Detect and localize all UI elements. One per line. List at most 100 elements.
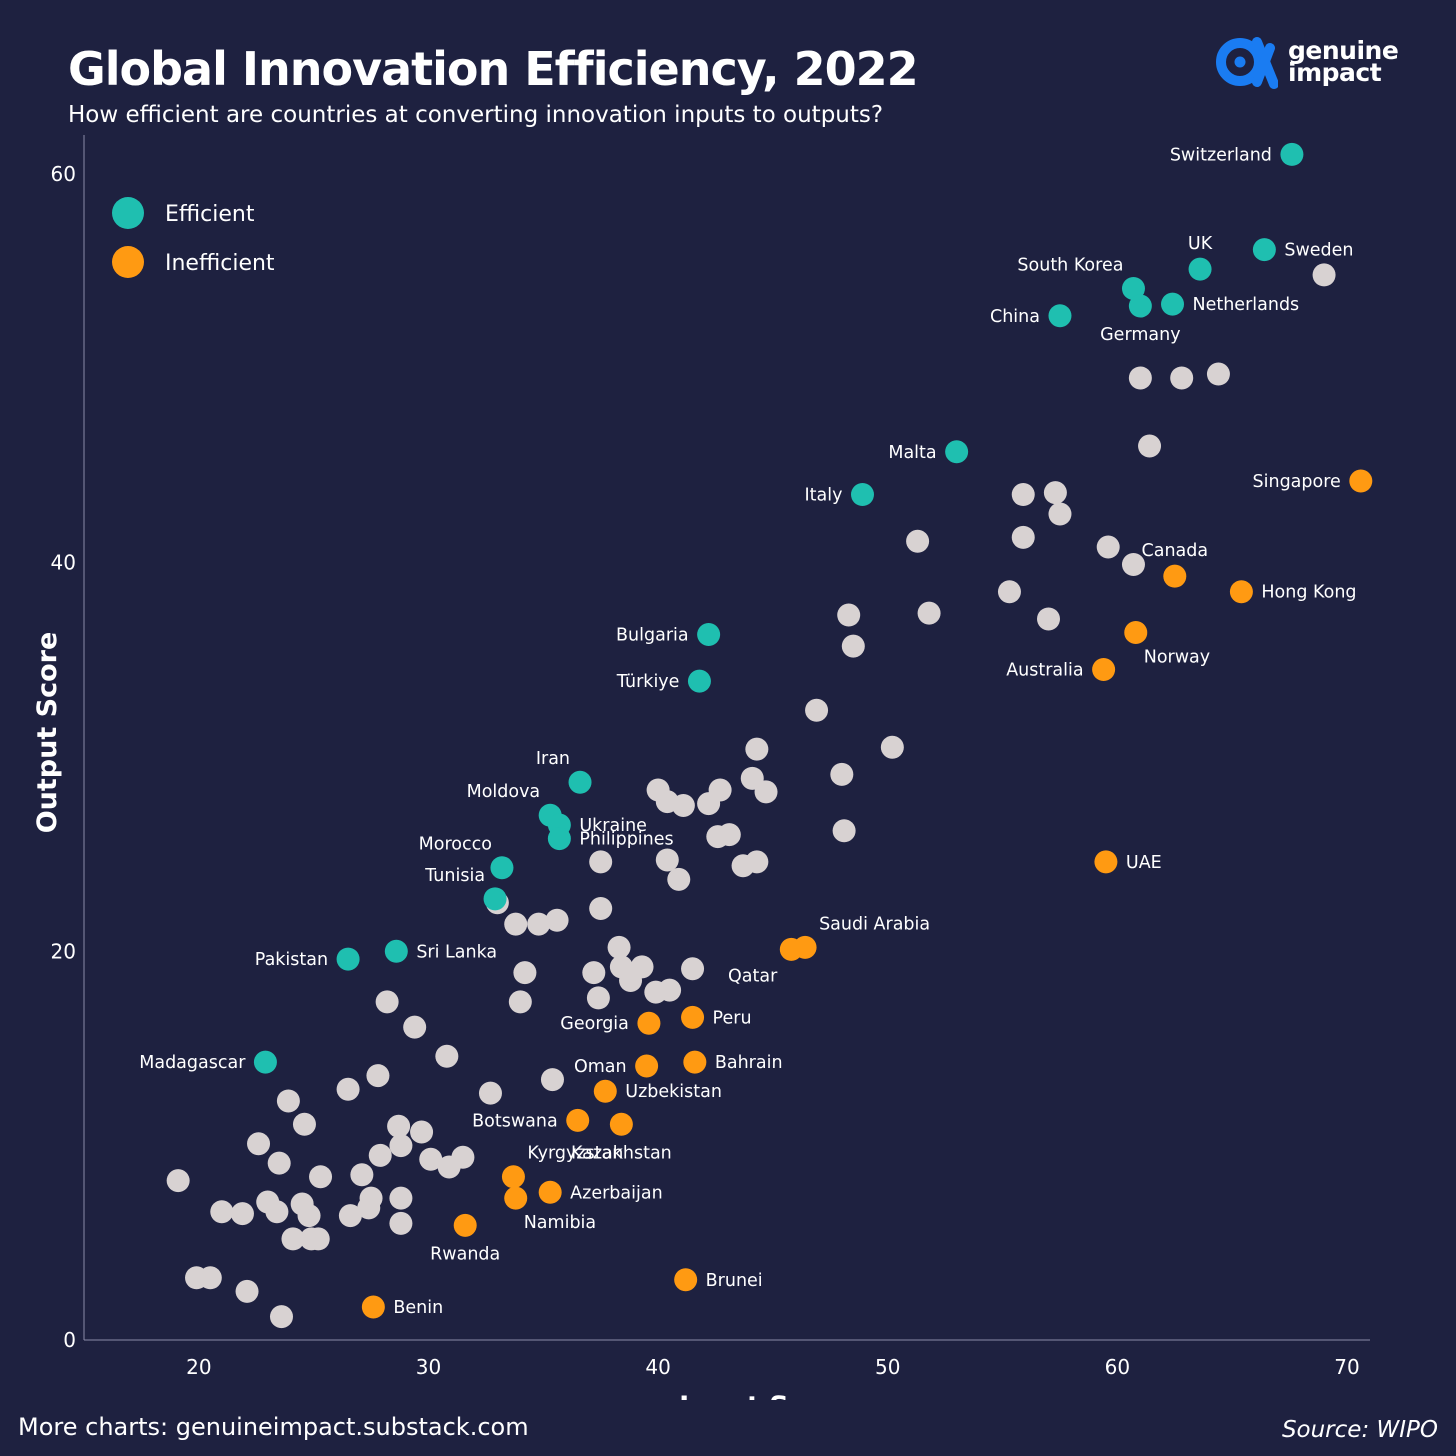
point-label-t-rkiye: Türkiye [616,672,680,692]
chart-axes: 20 30 40 50 60 70 0 20 40 60 Input Score Output Sco… [32,135,1370,1400]
data-point [297,1204,321,1228]
data-point [745,850,769,874]
data-point [410,1120,434,1144]
point-label-namibia: Namibia [524,1213,596,1233]
point-label-saudi-arabia: Saudi Arabia [819,914,930,934]
data-point [1011,525,1035,549]
data-point [357,1196,381,1220]
data-point [336,1077,360,1101]
scatter-chart: 20 30 40 50 60 70 0 20 40 60 Input Score Output Sco… [32,135,1373,1400]
data-point [754,780,778,804]
point-label-sweden: Sweden [1284,241,1353,261]
y-tick-label: 0 [63,1328,76,1352]
data-point [265,1200,289,1224]
brand-wordmark: genuine impact [1288,38,1399,85]
y-tick-label: 20 [51,939,76,963]
data-point-iran [568,770,592,794]
point-label-uk: UK [1188,234,1213,254]
data-point [1096,535,1120,559]
point-label-australia: Australia [1006,660,1083,680]
data-point [281,1227,305,1251]
point-label-bahrain: Bahrain [715,1053,783,1073]
data-point [906,529,930,553]
data-point-south-korea [1121,277,1145,301]
chart-legend: Efficient Inefficient [112,197,275,278]
alpha-eye-logo-icon [1216,37,1278,89]
point-label-brunei: Brunei [706,1271,763,1291]
point-label-germany: Germany [1100,325,1180,345]
data-point-botswana [566,1108,590,1132]
point-label-qatar: Qatar [728,966,778,986]
data-point-qatar [779,937,803,961]
data-point [389,1134,413,1158]
point-label-uzbekistan: Uzbekistan [625,1082,722,1102]
data-point [1037,607,1060,631]
data-point [419,1147,443,1171]
data-point [292,1112,316,1136]
data-point-bulgaria [697,622,721,646]
data-point [504,912,528,936]
data-point [880,735,904,759]
point-label-ukraine: Ukraine [579,816,647,836]
data-point [832,819,856,843]
chart-subtitle: How efficient are countries at convertin… [68,102,884,128]
point-label-switzerland: Switzerland [1170,145,1272,165]
data-point-canada [1163,564,1187,588]
data-point [437,1155,461,1179]
data-point-tunisia [483,887,507,911]
x-axis-title: Input Score [679,1391,855,1400]
data-point [1312,263,1336,287]
data-point [589,897,613,921]
data-point [1011,483,1035,507]
y-tick-label: 40 [51,551,76,575]
x-tick-label: 40 [645,1355,670,1379]
data-point-pakistan [336,947,360,971]
point-label-kyrgyzstan: Kyrgyzstan [527,1144,623,1164]
point-label-botswana: Botswana [472,1111,558,1131]
point-label-morocco: Morocco [419,835,492,855]
data-point [1048,502,1072,526]
data-point-peru [681,1005,705,1029]
data-point [309,1165,333,1189]
data-point [350,1163,374,1187]
point-label-georgia: Georgia [560,1014,629,1034]
x-tick-label: 30 [416,1355,441,1379]
data-point [267,1151,291,1175]
data-point-kazakhstan [609,1112,633,1136]
point-label-moldova: Moldova [467,782,541,802]
data-point-uzbekistan [593,1079,617,1103]
legend-label-efficient: Efficient [165,202,255,227]
data-point-philippines [547,827,571,851]
data-point [306,1227,330,1251]
data-point [667,867,691,891]
x-tick-label: 50 [875,1355,900,1379]
point-label-peru: Peru [713,1008,752,1028]
data-point [387,1114,411,1138]
point-label-uae: UAE [1126,853,1162,873]
data-point [338,1204,362,1228]
chart-title: Global Innovation Efficiency, 2022 [68,42,919,96]
brand-logo[interactable]: genuine impact [1214,34,1399,90]
point-label-madagascar: Madagascar [139,1053,246,1073]
data-point-madagascar [253,1050,277,1074]
data-point [619,968,643,992]
data-point-kyrgyzstan [501,1165,525,1189]
point-label-oman: Oman [574,1057,627,1077]
data-point [717,823,741,847]
point-label-canada: Canada [1142,541,1209,561]
point-label-china: China [990,307,1040,327]
data-point [247,1132,271,1156]
data-point [527,912,551,936]
point-label-norway: Norway [1144,648,1210,668]
data-point-switzerland [1280,142,1304,166]
data-point [1121,553,1145,577]
point-label-south-korea: South Korea [1017,256,1123,276]
data-point [997,580,1021,604]
data-point-georgia [637,1011,661,1035]
data-point [269,1305,293,1329]
data-point [389,1186,413,1210]
point-label-malta: Malta [888,443,936,463]
data-point [545,908,569,932]
data-point [540,1068,564,1092]
x-tick-label: 70 [1334,1355,1359,1379]
